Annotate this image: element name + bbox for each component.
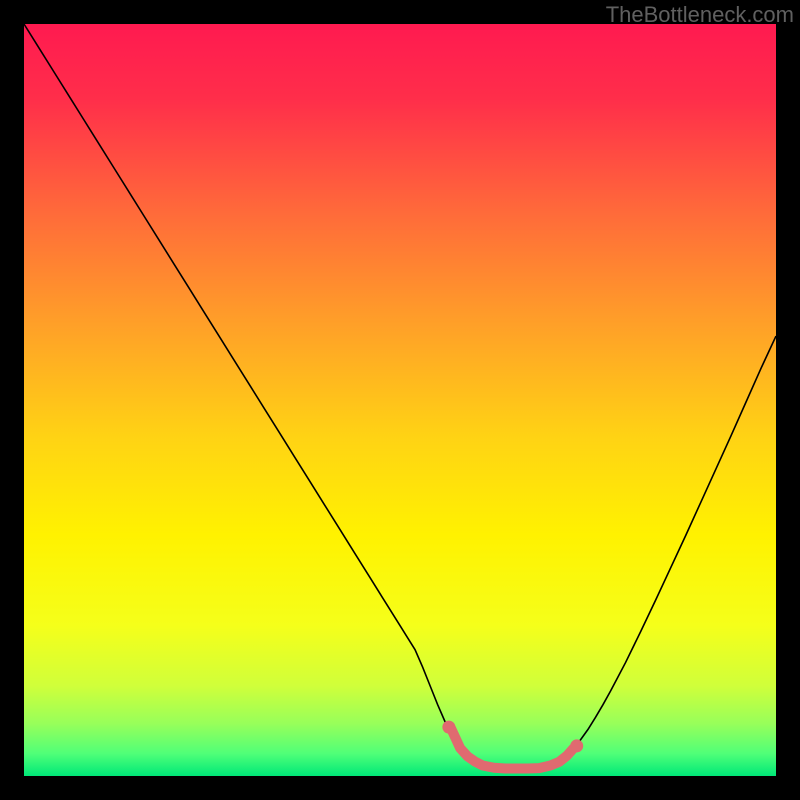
chart-svg [0, 0, 800, 800]
highlight-end-marker [570, 739, 583, 752]
watermark-text: TheBottleneck.com [606, 2, 794, 28]
highlight-start-marker [442, 721, 455, 734]
bottleneck-chart: TheBottleneck.com [0, 0, 800, 800]
